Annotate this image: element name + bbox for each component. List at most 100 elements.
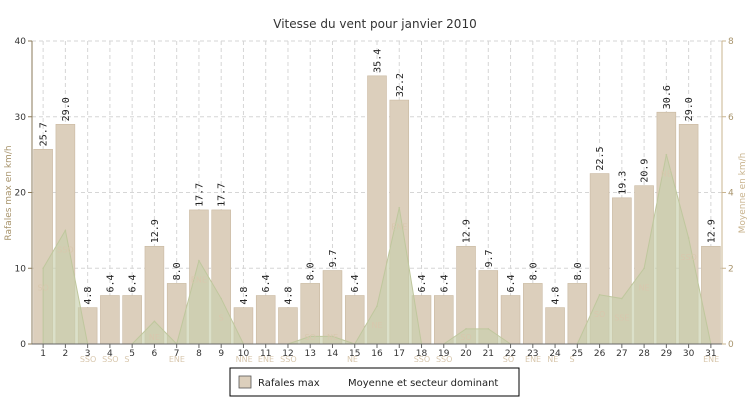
- bar-value-label-day-16: 35.4: [373, 49, 384, 73]
- direction-label-day-16: NE: [371, 321, 382, 330]
- x-tick-label-12: 12: [282, 349, 293, 359]
- y-left-tick-label: 0: [20, 340, 26, 350]
- y-left-tick-label: 10: [15, 264, 27, 274]
- y-left-tick-label: 20: [15, 189, 27, 199]
- direction-label-day-15: NE: [347, 355, 358, 364]
- x-tick-label-19: 19: [438, 349, 450, 359]
- x-tick-label-25: 25: [572, 349, 583, 359]
- x-tick-label-26: 26: [594, 349, 606, 359]
- bar-value-label-day-10: 4.8: [239, 287, 250, 305]
- bar-day-19: [434, 295, 454, 345]
- x-tick-label-23: 23: [527, 349, 538, 359]
- area-point-day-17: [398, 206, 401, 209]
- y-right-tick-label: 0: [728, 340, 734, 350]
- x-tick-label-21: 21: [483, 349, 494, 359]
- area-point-day-14: [331, 335, 334, 338]
- y-left-tick-label: 30: [15, 113, 27, 123]
- y-right-tick-label: 4: [728, 189, 734, 199]
- x-tick-label-1: 1: [40, 349, 46, 359]
- bar-day-4: [100, 295, 120, 345]
- x-tick-label-2: 2: [63, 349, 69, 359]
- area-point-day-6: [153, 320, 156, 323]
- x-tick-label-27: 27: [616, 349, 627, 359]
- bar-value-label-day-7: 8.0: [172, 262, 183, 280]
- direction-label-day-12: SSO: [280, 355, 296, 364]
- bar-value-label-day-22: 6.4: [506, 274, 517, 292]
- bar-value-label-day-14: 9.7: [328, 249, 339, 267]
- bar-day-11: [255, 295, 276, 345]
- bar-value-label-day-20: 12.9: [462, 219, 473, 243]
- area-point-day-1: [42, 267, 44, 270]
- direction-label-day-28: NE: [639, 283, 650, 292]
- area-point-day-13: [309, 335, 312, 338]
- bar-value-label-day-21: 9.7: [484, 249, 495, 267]
- bar-value-label-day-1: 25.7: [39, 122, 50, 146]
- direction-label-day-17: ENE: [391, 223, 407, 232]
- legend: Rafales max Moyenne et secteur dominant: [229, 367, 520, 397]
- bar-value-label-day-31: 12.9: [706, 219, 717, 243]
- direction-label-day-8: ENE: [191, 276, 207, 285]
- direction-label-day-23: ENE: [525, 355, 541, 364]
- bar-value-label-day-15: 6.4: [350, 274, 361, 292]
- area-point-day-27: [621, 297, 623, 300]
- y-axis-right-title: Moyenne en km/h: [738, 153, 748, 234]
- x-tick-label-17: 17: [394, 349, 405, 359]
- direction-label-day-20: SO: [460, 333, 471, 342]
- x-tick-label-18: 18: [416, 349, 428, 359]
- direction-label-day-24: NE: [547, 355, 558, 364]
- x-tick-label-7: 7: [174, 349, 180, 359]
- y-left-tick-label: 40: [15, 37, 27, 47]
- x-tick-label-4: 4: [107, 349, 113, 359]
- bar-day-22: [500, 295, 521, 345]
- x-tick-label-15: 15: [349, 349, 360, 359]
- area-point-day-30: [687, 237, 690, 239]
- x-tick-label-11: 11: [260, 349, 271, 359]
- bar-value-label-day-23: 8.0: [528, 262, 539, 280]
- direction-label-day-2: SSO: [57, 245, 73, 254]
- y-right-tick-label: 8: [728, 37, 734, 47]
- direction-label-day-13: SO: [305, 333, 316, 342]
- bar-value-label-day-9: 17.7: [217, 183, 228, 207]
- legend-box: [229, 367, 520, 397]
- direction-label-day-10: NNE: [236, 355, 253, 364]
- bar-value-label-day-3: 4.8: [83, 287, 94, 305]
- direction-label-day-3: SSO: [80, 355, 96, 364]
- y-right-tick-label: 2: [728, 264, 734, 274]
- bar-value-label-day-11: 6.4: [261, 274, 272, 292]
- direction-label-day-11: ENE: [258, 355, 274, 364]
- bar-day-24: [545, 307, 565, 345]
- direction-label-day-27: SSE: [614, 314, 629, 323]
- direction-label-day-1: SO: [37, 283, 48, 292]
- bar-value-label-day-30: 29.0: [684, 97, 695, 121]
- bar-day-12: [278, 307, 298, 345]
- bar-value-label-day-26: 22.5: [595, 146, 606, 170]
- direction-label-day-5: S: [124, 355, 129, 364]
- bar-value-label-day-24: 4.8: [551, 287, 562, 305]
- bar-value-label-day-25: 8.0: [573, 262, 584, 280]
- direction-label-day-22: SO: [503, 355, 514, 364]
- bar-value-labels-layer: 25.7 29.0 4.8 6.4 6.4 12.9 8.0 17.7 17.7 4.8 6.4 4.…: [39, 49, 718, 305]
- bar-value-label-day-28: 20.9: [640, 159, 651, 183]
- bar-value-label-day-4: 6.4: [105, 274, 116, 292]
- x-tick-label-3: 3: [85, 349, 91, 359]
- y-axis-left-title: Rafales max en km/h: [4, 145, 14, 240]
- x-tick-label-20: 20: [460, 349, 472, 359]
- bar-value-label-day-6: 12.9: [150, 219, 161, 243]
- bar-value-label-day-27: 19.3: [617, 171, 628, 195]
- bar-value-label-day-29: 30.6: [662, 85, 673, 109]
- legend-swatch-bars: [238, 375, 252, 389]
- bar-value-label-day-19: 6.4: [439, 274, 450, 292]
- area-point-day-29: [665, 153, 668, 156]
- direction-label-day-29: NE: [661, 170, 672, 179]
- direction-label-day-9: S: [219, 314, 224, 323]
- bar-value-label-day-13: 8.0: [306, 262, 317, 280]
- area-point-day-16: [376, 305, 378, 307]
- direction-label-day-7: ENE: [169, 355, 185, 364]
- area-point-day-9: [220, 297, 222, 300]
- legend-label-area: Moyenne et secteur dominant: [348, 378, 498, 389]
- area-point-day-8: [198, 259, 200, 262]
- x-tick-label-14: 14: [327, 349, 339, 359]
- bar-value-label-day-2: 29.0: [61, 97, 72, 121]
